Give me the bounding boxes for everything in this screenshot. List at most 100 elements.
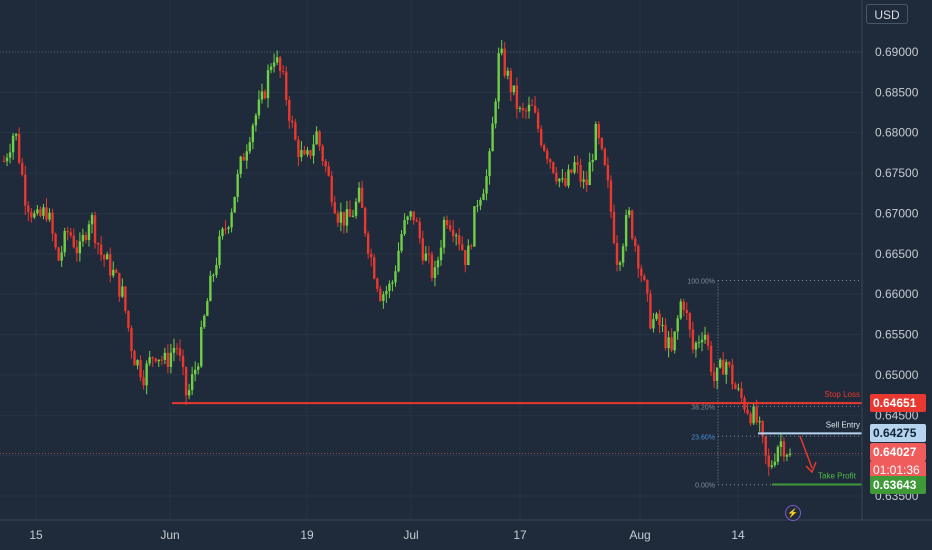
candle-body: [615, 242, 619, 265]
candle-body: [673, 331, 676, 351]
candle-body: [330, 175, 333, 203]
candle-body: [722, 359, 725, 375]
candle-body: [163, 352, 167, 361]
candle-body: [412, 211, 415, 221]
candle-body: [770, 465, 773, 467]
lightning-icon[interactable]: ⚡: [785, 505, 801, 521]
candle-body: [688, 313, 692, 330]
candle-body: [734, 384, 737, 389]
candle-body: [467, 245, 470, 266]
candle-body: [715, 367, 719, 382]
candle-body: [643, 275, 646, 281]
candle-body: [518, 107, 522, 109]
candle-body: [497, 53, 500, 102]
candle-body: [136, 360, 139, 366]
candle-body: [764, 436, 767, 456]
candle-body: [99, 244, 103, 256]
candle-body: [445, 219, 449, 226]
candle-body: [342, 211, 346, 226]
stop-loss-price-tag: 0.64651: [870, 394, 926, 413]
candle-body: [351, 215, 355, 217]
candle-body: [48, 212, 51, 220]
candle-body: [5, 157, 9, 162]
time-axis[interactable]: 15 Jun 19 Jul 17 Aug 14: [0, 519, 932, 542]
candle-body: [133, 351, 136, 366]
candle-body: [458, 235, 461, 245]
candle-body: [357, 187, 361, 202]
candle-body: [379, 288, 382, 301]
candle-body: [354, 201, 358, 216]
candle-body: [324, 161, 327, 167]
candle-body: [667, 337, 670, 349]
candle-body: [627, 210, 631, 216]
candle-body: [758, 421, 761, 423]
candle-body: [315, 131, 318, 145]
candle-body: [254, 115, 258, 126]
candle-body: [169, 352, 173, 367]
candle-body: [555, 172, 558, 182]
sell-entry-price-tag: 0.64275: [870, 424, 926, 443]
candle-body: [506, 70, 509, 76]
candle-body: [621, 246, 625, 263]
candle-body: [697, 342, 701, 344]
candle-body: [524, 110, 528, 112]
candle-body: [130, 328, 133, 352]
candle-body: [184, 367, 188, 396]
candle-body: [333, 202, 336, 214]
time-tick-label: 14: [731, 528, 745, 542]
candle-body: [336, 213, 340, 223]
candle-body: [712, 371, 716, 382]
candle-body: [60, 252, 63, 261]
candle-body: [376, 278, 379, 289]
candle-body: [178, 348, 182, 356]
candle-body: [473, 206, 476, 247]
trade-levels: 100.00% 38.20% 23.60% 0.00% Stop Loss Sell En…: [0, 278, 862, 490]
take-profit-label: Take Profit: [818, 471, 857, 480]
candle-body: [609, 180, 613, 212]
candle-body: [172, 347, 176, 353]
candle-body: [558, 178, 561, 182]
candle-body: [72, 235, 75, 248]
candle-body: [585, 179, 588, 186]
candle-body: [14, 133, 18, 136]
candle-body: [251, 125, 255, 143]
candle-body: [269, 66, 273, 71]
candle-body: [549, 159, 552, 163]
time-tick-label: Jul: [403, 528, 418, 542]
candle-body: [288, 100, 291, 121]
candle-body: [327, 166, 330, 176]
candle-body: [209, 275, 212, 302]
candle-body: [464, 250, 467, 266]
currency-button[interactable]: USD: [866, 4, 908, 24]
grid-lines: [0, 0, 862, 520]
candle-body: [102, 255, 106, 260]
candle-body: [728, 362, 731, 365]
candle-body: [175, 347, 179, 349]
candle-body: [658, 313, 661, 326]
candle-body: [84, 234, 88, 240]
candle-body: [45, 207, 48, 220]
take-profit-price-tag: 0.63643: [870, 476, 926, 495]
candle-body: [606, 165, 610, 181]
candle-body: [257, 99, 261, 116]
candle-body: [215, 264, 218, 275]
candle-body: [536, 112, 540, 129]
candle-body: [230, 212, 233, 228]
candle-body: [418, 221, 421, 239]
candle-body: [291, 120, 294, 123]
candle-body: [561, 178, 564, 180]
candle-body: [8, 152, 12, 158]
candle-body: [706, 334, 710, 346]
candle-body: [148, 357, 151, 364]
candle-body: [664, 325, 667, 349]
candle-body: [294, 122, 297, 140]
candle-body: [409, 211, 412, 217]
fib-level-label: 38.20%: [691, 404, 715, 411]
candle-body: [212, 274, 215, 276]
candle-body: [612, 211, 616, 243]
candle-body: [300, 150, 303, 158]
candle-body: [142, 377, 145, 386]
candle-body: [740, 388, 743, 398]
candle-body: [312, 144, 315, 156]
